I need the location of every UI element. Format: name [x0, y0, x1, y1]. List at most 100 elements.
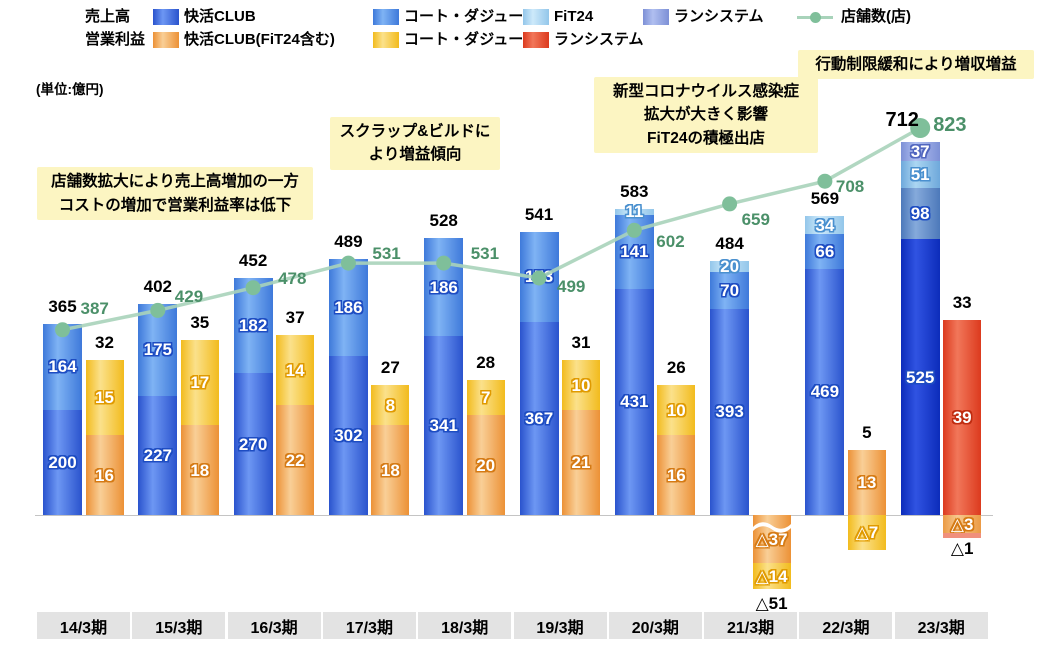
annotation-scrap-build: スクラップ&ビルドに より増益傾向 [330, 117, 500, 170]
revenue-total-label: 583 [620, 181, 649, 201]
x-axis-label: 16/3期 [227, 612, 321, 639]
segment-value-label: 173 [524, 267, 554, 287]
segment-value-label: 367 [524, 409, 554, 429]
profit-total-label: 37 [285, 308, 305, 327]
legend-row-label-profit: 営業利益 [85, 31, 146, 48]
legend-item-label-stores: 店舗数(店) [841, 8, 911, 25]
segment-value-label: 18 [190, 460, 210, 480]
profit-segment: 16 [85, 435, 124, 515]
segment-value-label: 37 [910, 141, 930, 161]
revenue-segment: 200 [43, 410, 82, 515]
segment-value-label: 8 [385, 395, 396, 415]
revenue-total-label: 489 [334, 231, 363, 251]
revenue-segment: 66 [805, 234, 845, 269]
segment-value-label: 14 [285, 360, 305, 380]
revenue-segment: 98 [900, 187, 940, 240]
store-count-label: 602 [656, 232, 685, 252]
segment-value-label: 393 [715, 402, 744, 422]
legend-item-label: 快活CLUB(FiT24含む) [184, 31, 335, 48]
revenue-segment: 70 [710, 271, 750, 309]
x-axis-label: 17/3期 [322, 612, 416, 639]
segment-value-label: 469 [810, 382, 840, 402]
profit-segment: 14 [276, 335, 315, 405]
profit-segment: 8 [371, 385, 410, 425]
profit-segment: 39 [943, 320, 982, 515]
segment-value-label: 10 [666, 400, 686, 420]
revenue-segment: 175 [138, 303, 178, 396]
profit-segment: 20 [466, 415, 505, 515]
legend-swatch [523, 32, 549, 48]
segment-value-label: 164 [48, 357, 77, 377]
legend-swatch [643, 9, 669, 25]
store-count-label: 429 [174, 287, 204, 307]
revenue-segment: 186 [424, 238, 464, 336]
revenue-segment: 525 [900, 239, 940, 515]
segment-value-label: 186 [429, 277, 458, 297]
segment-value-label: 20 [476, 455, 496, 475]
revenue-segment: 393 [710, 308, 750, 515]
segment-value-label: 66 [815, 241, 835, 261]
annotation-stores-expand: 店舗数拡大により売上高増加の一方 コストの増加で営業利益率は低下 [37, 167, 313, 220]
revenue-total-label: 365 [48, 296, 77, 316]
revenue-segment: 37 [900, 141, 940, 162]
legend-item-label: コート・ダジュール [404, 31, 539, 48]
segment-value-label: △3 [950, 514, 974, 534]
segment-value-label: 175 [143, 340, 172, 360]
segment-value-label: △37 [755, 529, 788, 549]
segment-value-label: 34 [815, 215, 835, 235]
segment-value-label: 18 [380, 460, 400, 480]
profit-segment: 15 [85, 360, 124, 435]
profit-segment: △3 [943, 514, 982, 534]
x-axis-label: 22/3期 [799, 612, 893, 639]
legend-item-label: ランシステム [674, 8, 764, 25]
revenue-segment: 227 [138, 395, 178, 515]
legend-item-label: 快活CLUB [184, 8, 256, 25]
revenue-segment: 173 [519, 231, 559, 323]
profit-total-label: 32 [95, 333, 114, 352]
segment-value-label: 186 [334, 298, 363, 318]
segment-value-label: 17 [190, 373, 210, 392]
revenue-segment: 367 [519, 322, 559, 515]
segment-value-label: 22 [285, 450, 305, 470]
profit-segment: 10 [562, 360, 600, 410]
x-axis-label: 19/3期 [513, 612, 607, 639]
revenue-segment: 469 [805, 268, 845, 515]
profit-segment: 21 [562, 410, 600, 515]
revenue-total-label: 569 [810, 189, 840, 209]
revenue-total-label: 528 [429, 211, 458, 231]
annotation-line: スクラップ&ビルドに [339, 123, 491, 140]
store-legend-dot [810, 12, 821, 23]
x-axis-label: 14/3期 [37, 612, 130, 639]
segment-value-label: 141 [620, 242, 649, 262]
legend-item-label: FiT24 [554, 8, 594, 25]
segment-value-label: 15 [95, 388, 114, 407]
profit-segment [943, 533, 982, 538]
profit-segment: 18 [371, 425, 410, 515]
annotation-line: コストの増加で営業利益率は低下 [58, 196, 292, 214]
x-axis-label: 21/3期 [704, 612, 798, 639]
annotation-restrictions: 行動制限緩和により増収増益 [798, 50, 1034, 80]
profit-segment: 22 [276, 405, 315, 515]
store-count-label: 387 [80, 298, 109, 318]
legend-swatch [373, 9, 399, 25]
segment-value-label: 98 [910, 204, 930, 224]
segment-value-label: 200 [48, 453, 77, 472]
legend-swatch [523, 9, 549, 25]
segment-value-label: 11 [625, 202, 644, 222]
segment-value-label: 10 [571, 375, 591, 395]
segment-value-label: 20 [720, 257, 740, 277]
revenue-segment: 341 [424, 335, 464, 515]
store-count-label: 659 [741, 209, 770, 229]
profit-segment: 13 [847, 450, 886, 515]
x-axis-label: 20/3期 [608, 612, 702, 639]
profit-segment: 10 [657, 385, 696, 435]
segment-value-label: 39 [952, 408, 972, 427]
revenue-total-label: 541 [524, 204, 554, 224]
segment-value-label: 70 [720, 280, 740, 300]
revenue-segment: 302 [328, 356, 368, 515]
profit-total-label: 31 [571, 333, 591, 352]
segment-value-label: 431 [620, 392, 649, 412]
annotation-covid: 新型コロナウイルス感染症 拡大が大きく影響 FiT24の積極出店 [594, 77, 818, 153]
legend-item-label: コート・ダジュール [404, 8, 539, 25]
store-count-label: 708 [835, 177, 865, 197]
